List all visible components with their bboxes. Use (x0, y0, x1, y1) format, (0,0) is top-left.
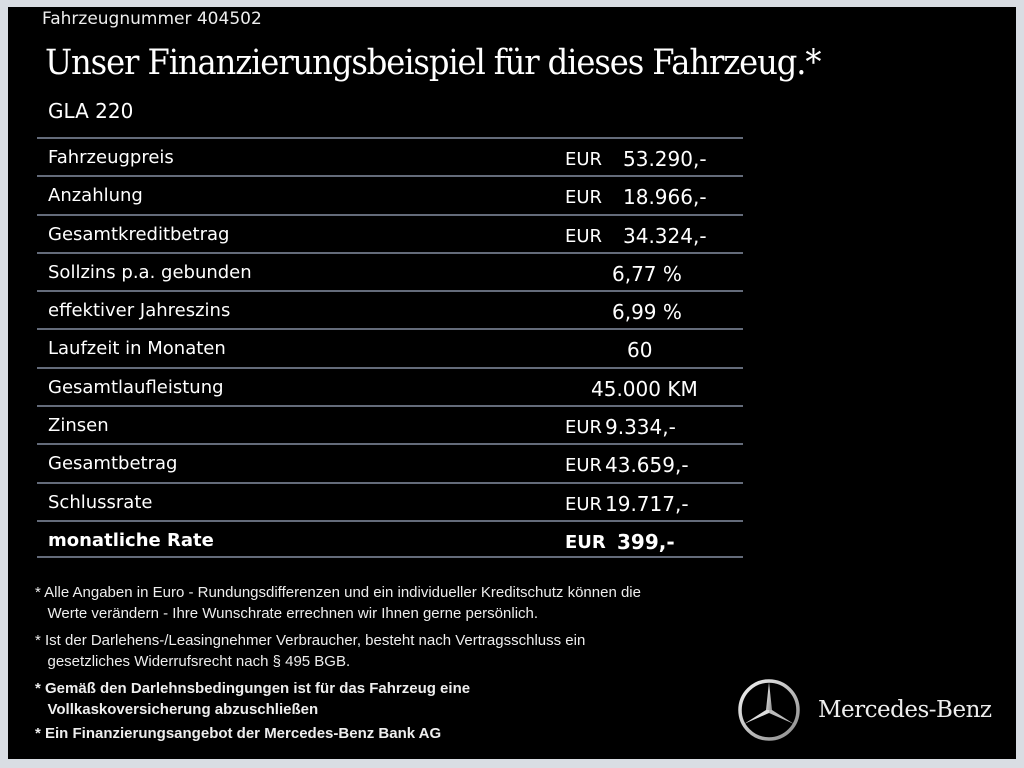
row-label: Schlussrate (48, 491, 153, 513)
row-label: Anzahlung (48, 185, 143, 207)
page-title: Unser Finanzierungsbeispiel für dieses F… (45, 43, 822, 83)
footnote-2: * Ist der Darlehens-/Leasingnehmer Verbr… (35, 632, 586, 670)
row-label: Gesamtlaufleistung (48, 376, 224, 398)
row-value: 19.717,- (605, 491, 689, 516)
row-value: 53.290,- (623, 147, 707, 171)
table-row: effektiver Jahreszins 6,99 % (37, 290, 743, 328)
row-label: Laufzeit in Monaten (48, 338, 226, 360)
row-currency: EUR (565, 149, 603, 170)
brand-name: Mercedes-Benz (818, 697, 992, 723)
table-row: Zinsen EUR 9.334,- (37, 405, 743, 443)
table-row: Gesamtbetrag EUR 43.659,- (37, 443, 743, 481)
footnote-4: * Ein Finanzierungsangebot der Mercedes-… (35, 725, 442, 742)
table-row: Anzahlung EUR 18.966,- (37, 175, 743, 213)
row-currency: EUR (565, 187, 603, 209)
row-currency: EUR (565, 225, 603, 247)
vehicle-number: Fahrzeugnummer 404502 (42, 9, 262, 29)
financing-table: Fahrzeugpreis EUR 53.290,- Anzahlung EUR 18.9… (37, 137, 743, 559)
table-row: Schlussrate EUR 19.717,- (37, 481, 743, 520)
row-value: 18.966,- (623, 185, 707, 210)
row-value: 43.659,- (605, 453, 689, 478)
mercedes-star-logo (738, 679, 800, 741)
table-row: Gesamtlaufleistung 45.000 KM (37, 366, 743, 405)
row-label: Gesamtbetrag (48, 453, 178, 475)
row-value: 34.324,- (623, 223, 707, 248)
row-label: effektiver Jahreszins (48, 300, 231, 322)
row-currency: EUR (565, 417, 603, 439)
row-value: 45.000 KM (591, 376, 698, 401)
row-value: 60 (627, 338, 653, 363)
row-value: 9.334,- (605, 415, 676, 440)
table-row: monatliche Rate EUR 399,- (37, 519, 743, 559)
row-value: 399,- (617, 529, 675, 554)
footnote-1: * Alle Angaben in Euro - Rundungsdiffere… (35, 584, 641, 622)
financing-panel: Fahrzeugnummer 404502 Unser Finanzierung… (8, 7, 1016, 759)
table-row: Sollzins p.a. gebunden 6,77 % (37, 251, 743, 290)
row-label: Fahrzeugpreis (48, 147, 174, 168)
row-label: Gesamtkreditbetrag (48, 223, 230, 245)
row-value: 6,99 % (612, 300, 682, 325)
table-row: Laufzeit in Monaten 60 (37, 328, 743, 366)
row-currency: EUR (565, 493, 603, 515)
row-currency: EUR (565, 531, 606, 553)
row-label: Zinsen (48, 415, 109, 437)
model-name: GLA 220 (48, 99, 134, 123)
row-label: monatliche Rate (48, 529, 214, 551)
row-value: 6,77 % (612, 261, 682, 286)
table-row: Gesamtkreditbetrag EUR 34.324,- (37, 213, 743, 252)
row-label: Sollzins p.a. gebunden (48, 261, 252, 283)
row-currency: EUR (565, 455, 603, 477)
footnote-3: * Gemäß den Darlehnsbedingungen ist für … (35, 680, 471, 718)
table-row: Fahrzeugpreis EUR 53.290,- (37, 137, 743, 175)
